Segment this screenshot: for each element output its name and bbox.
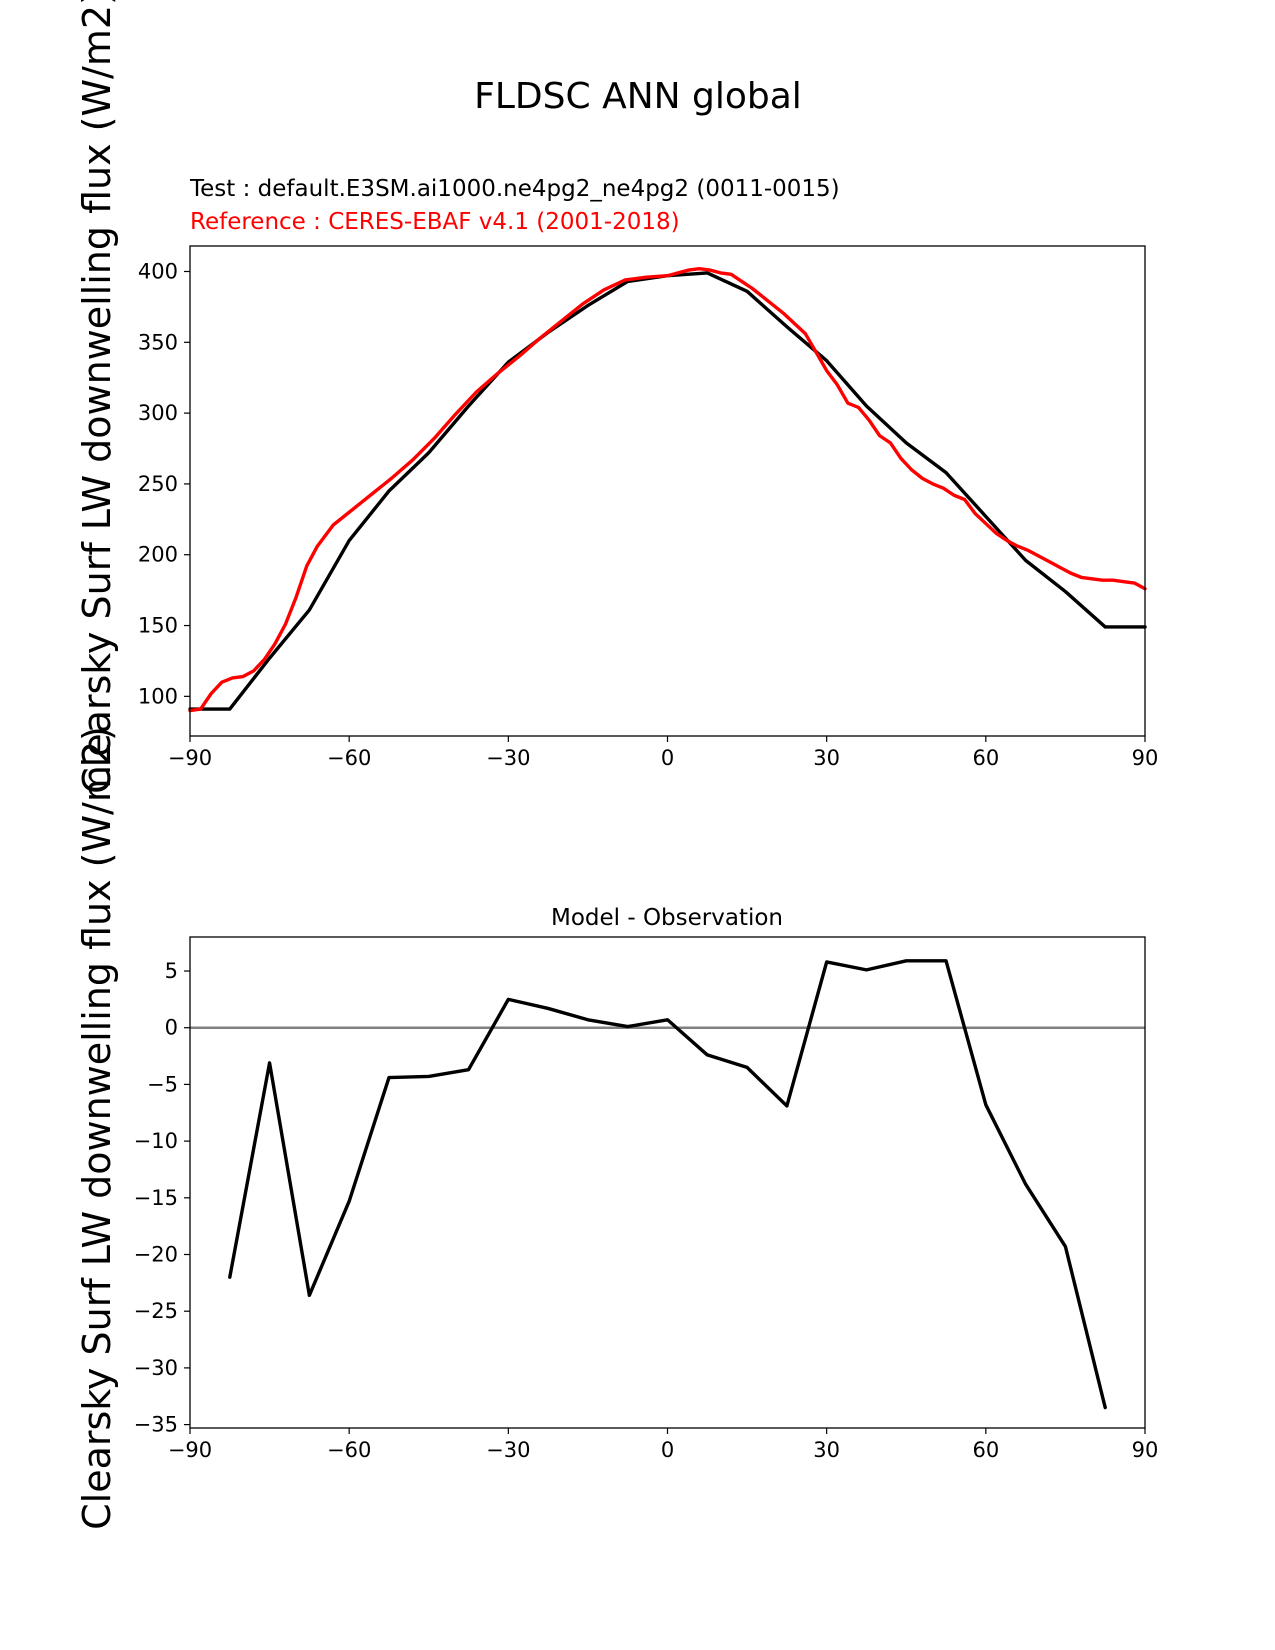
bottom-x-tick-label: 90 [1132, 1438, 1159, 1462]
figure-suptitle: FLDSC ANN global [474, 76, 802, 117]
top-x-tick-label: 30 [813, 746, 840, 770]
top-ticks-group: −90 −60 −30 0 30 60 90 100 150 200 250 300 350 400 [138, 259, 1158, 770]
bottom-x-tick-label: 0 [661, 1438, 674, 1462]
bottom-series-group [190, 959, 1145, 1410]
top-y-tick-label: 400 [138, 259, 178, 283]
bottom-y-tick-label: −5 [147, 1072, 178, 1096]
top-panel: Test : default.E3SM.ai1000.ne4pg2_ne4pg2… [138, 176, 1158, 770]
top-y-tick-label: 100 [138, 684, 178, 708]
bottom-difference-series-line [228, 959, 1107, 1410]
bottom-y-tick-label: −35 [134, 1413, 178, 1437]
top-reference-series-line [188, 266, 1147, 713]
difference-title: Model - Observation [551, 905, 783, 931]
bottom-plot-frame [189, 936, 1146, 1429]
bottom-y-tick-label: −20 [134, 1243, 178, 1267]
top-plot-frame [189, 245, 1146, 737]
y-axis-label-secondary: Clearsky Surf LW downwelling flux (W/m2) [75, 726, 119, 1530]
top-x-tick-label: −30 [486, 746, 530, 770]
bottom-x-tick-label: −90 [168, 1438, 212, 1462]
bottom-y-tick-label: −30 [134, 1356, 178, 1380]
top-x-tick-label: 90 [1132, 746, 1159, 770]
bottom-x-tick-label: −30 [486, 1438, 530, 1462]
y-axis-label-primary: Clearsky Surf LW downwelling flux (W/m2) [75, 0, 119, 794]
top-x-tick-label: −90 [168, 746, 212, 770]
top-x-tick-label: 60 [972, 746, 999, 770]
bottom-y-tick-label: −10 [134, 1129, 178, 1153]
test-title: Test : default.E3SM.ai1000.ne4pg2_ne4pg2… [189, 176, 840, 202]
bottom-y-tick-label: −25 [134, 1299, 178, 1323]
bottom-y-tick-label: −15 [134, 1186, 178, 1210]
top-y-tick-label: 250 [138, 472, 178, 496]
top-y-tick-label: 350 [138, 330, 178, 354]
top-x-tick-label: −60 [327, 746, 371, 770]
top-series-group [188, 266, 1147, 713]
bottom-x-tick-label: 60 [972, 1438, 999, 1462]
top-y-tick-label: 150 [138, 614, 178, 638]
bottom-x-tick-label: 30 [813, 1438, 840, 1462]
reference-title: Reference : CERES-EBAF v4.1 (2001-2018) [190, 209, 680, 235]
bottom-y-tick-label: 5 [165, 959, 178, 983]
top-x-tick-label: 0 [661, 746, 674, 770]
bottom-y-tick-label: 0 [165, 1016, 178, 1040]
top-y-tick-label: 300 [138, 401, 178, 425]
bottom-x-tick-label: −60 [327, 1438, 371, 1462]
bottom-ticks-group: −90 −60 −30 0 30 60 90 5 0 −5 −10 −15 −20 −25 −30 −35 [134, 959, 1159, 1462]
top-y-tick-label: 200 [138, 543, 178, 567]
bottom-panel: Model - Observation −90 −60 −30 0 30 60 90 5 0 −5… [134, 905, 1159, 1462]
